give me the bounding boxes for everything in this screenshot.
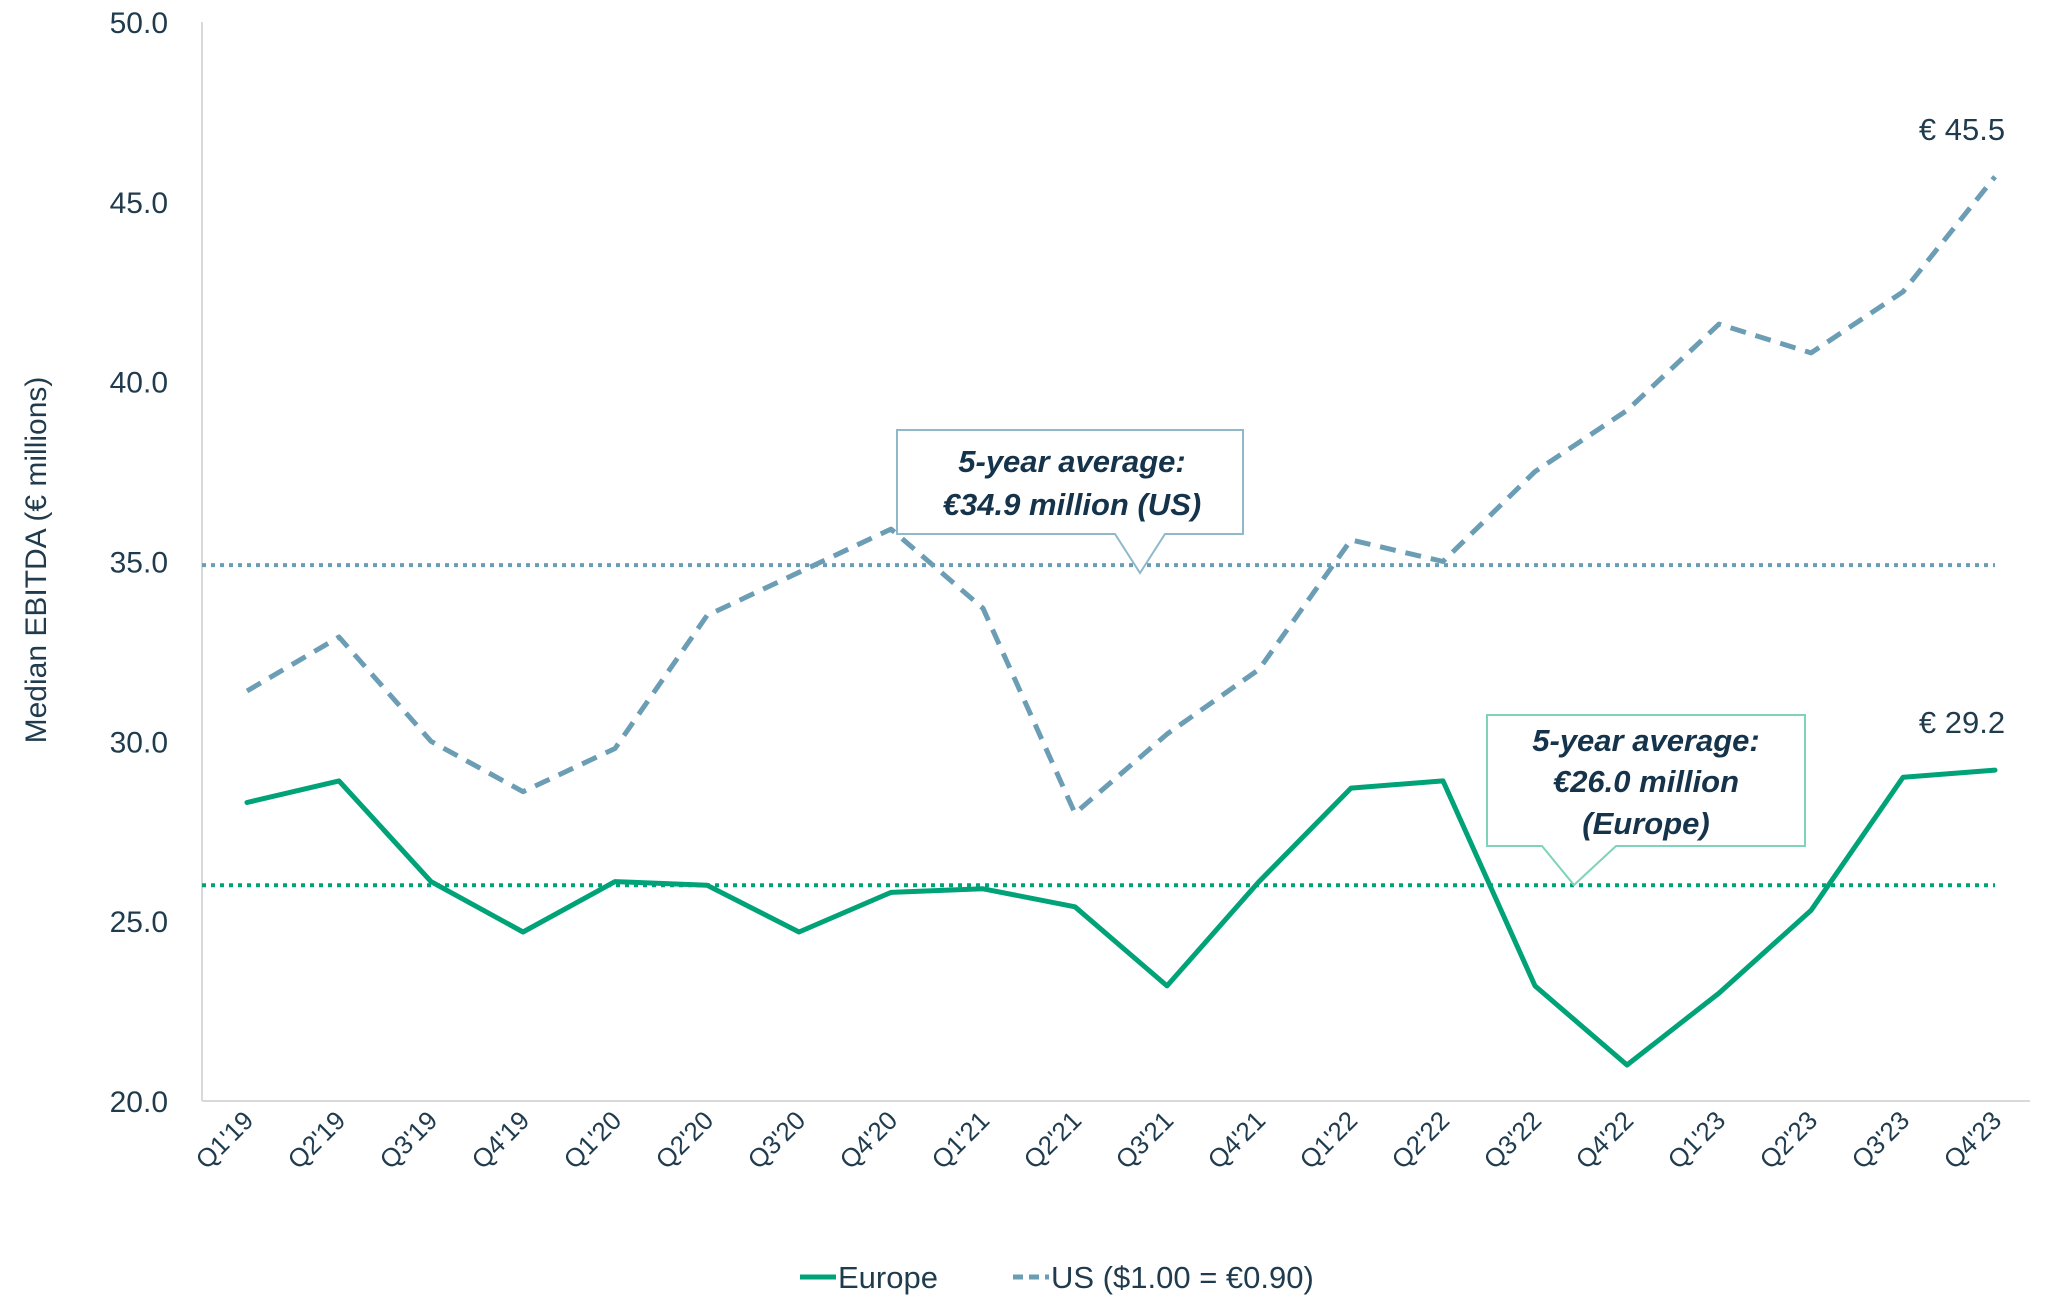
x-tick-label: Q3'20 [742,1105,812,1175]
y-tick-label: 35.0 [110,547,168,580]
y-tick-label: 40.0 [110,367,168,400]
x-tick-label: Q1'22 [1294,1105,1364,1175]
reference-lines [202,563,1995,888]
us-end-label: € 45.5 [1919,112,2005,147]
legend: Europe US ($1.00 = €0.90) [800,1260,1314,1295]
x-tick-label: Q1'23 [1662,1105,1732,1175]
x-tick-label: Q3'19 [374,1105,444,1175]
x-ticks: Q1'19 Q2'19 Q3'19 Q4'19 Q1'20 Q2'20 Q3'20 Q4'20… [190,1105,2008,1175]
us-callout-line-1: 5-year average: [958,444,1186,479]
us-callout-line-2: €34.9 million (US) [943,487,1201,522]
us-callout-box [896,429,1244,575]
x-tick-label: Q3'23 [1846,1105,1916,1175]
x-tick-label: Q4'22 [1570,1105,1640,1175]
series-lines [244,175,1998,1068]
x-tick-label: Q1'21 [926,1105,996,1175]
y-tick-label: 50.0 [110,7,168,40]
x-tick-label: Q4'21 [1202,1105,1272,1175]
europe-callout-box [1486,714,1806,887]
europe-average-callout: 5-year average: €26.0 million (Europe) [1486,714,1806,887]
x-tick-label: Q2'23 [1754,1105,1824,1175]
europe-callout-line-3: (Europe) [1582,806,1709,841]
europe-callout-line-2: €26.0 million [1553,764,1739,799]
us-series-line [245,175,1997,816]
x-tick-label: Q1'20 [558,1105,628,1175]
y-tick-label: 25.0 [110,906,168,939]
x-tick-label: Q2'21 [1018,1105,1088,1175]
x-tick-label: Q2'22 [1386,1105,1456,1175]
us-average-callout: 5-year average: €34.9 million (US) [896,429,1244,575]
x-tick-label: Q1'19 [190,1105,260,1175]
x-tick-label: Q2'20 [650,1105,720,1175]
y-tick-label: 30.0 [110,726,168,759]
y-tick-label: 45.0 [110,187,168,220]
x-tick-label: Q2'19 [282,1105,352,1175]
y-tick-label: 20.0 [110,1086,168,1119]
y-axis-title: Median EBITDA (€ millions) [20,377,53,744]
x-tick-label: Q4'19 [466,1105,536,1175]
europe-series-line [244,767,1998,1068]
x-tick-label: Q4'23 [1938,1105,2008,1175]
europe-end-label: € 29.2 [1919,705,2005,740]
x-tick-label: Q3'22 [1478,1105,1548,1175]
x-tick-label: Q3'21 [1110,1105,1180,1175]
legend-europe-label: Europe [838,1260,938,1295]
y-ticks: 20.0 25.0 30.0 35.0 40.0 45.0 50.0 [110,7,168,1119]
europe-callout-line-1: 5-year average: [1532,723,1760,758]
legend-us-label: US ($1.00 = €0.90) [1051,1260,1314,1295]
x-tick-label: Q4'20 [834,1105,904,1175]
